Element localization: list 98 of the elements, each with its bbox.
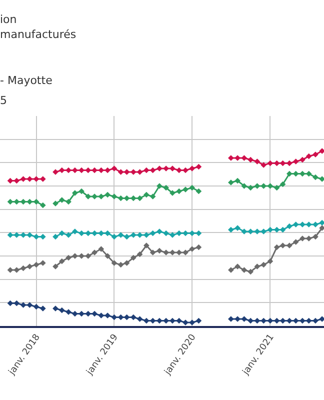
point — [260, 228, 267, 234]
point — [176, 188, 182, 194]
point — [104, 312, 110, 318]
point — [312, 234, 318, 240]
point — [78, 230, 84, 236]
point — [189, 166, 196, 172]
point — [58, 230, 65, 236]
point — [150, 230, 156, 236]
point — [66, 254, 72, 261]
point — [58, 307, 65, 314]
point — [292, 222, 299, 228]
point — [182, 230, 188, 236]
point — [118, 169, 124, 175]
point — [52, 234, 58, 240]
point — [228, 226, 234, 233]
point — [182, 167, 188, 174]
point — [163, 230, 169, 236]
point — [156, 248, 162, 254]
point — [241, 183, 248, 189]
point — [274, 244, 280, 250]
point — [319, 148, 324, 154]
point — [260, 162, 267, 168]
point — [143, 242, 150, 248]
point — [248, 156, 254, 163]
point — [292, 239, 299, 245]
point — [26, 264, 33, 270]
point — [274, 184, 280, 191]
point — [241, 155, 248, 161]
point — [58, 258, 65, 264]
point — [234, 178, 240, 184]
point — [150, 250, 156, 256]
point — [26, 302, 33, 308]
point — [85, 253, 92, 259]
point — [111, 194, 118, 200]
point — [241, 316, 248, 322]
point — [143, 192, 150, 198]
point — [72, 190, 78, 196]
point — [319, 176, 324, 182]
point — [312, 318, 318, 324]
point — [254, 158, 260, 164]
point — [111, 166, 118, 172]
point — [170, 318, 176, 324]
point — [78, 188, 84, 194]
point — [241, 267, 248, 273]
point — [78, 310, 84, 317]
point — [40, 202, 46, 208]
point — [189, 320, 196, 326]
point — [104, 192, 110, 198]
point — [319, 225, 324, 231]
point — [124, 260, 130, 266]
point — [280, 242, 286, 248]
point — [98, 194, 104, 200]
point — [111, 260, 118, 266]
point — [306, 153, 312, 160]
point — [20, 232, 26, 238]
point — [72, 228, 78, 234]
point — [189, 246, 196, 252]
point — [98, 246, 104, 252]
point — [92, 310, 98, 317]
point — [254, 264, 260, 270]
point — [92, 167, 98, 174]
point — [7, 232, 14, 238]
point — [124, 169, 130, 175]
text: ion — [0, 13, 17, 26]
point — [319, 220, 324, 226]
point — [260, 262, 267, 268]
point — [40, 306, 46, 312]
point — [66, 198, 72, 205]
point — [78, 167, 84, 174]
text: - Mayotte — [0, 74, 53, 87]
point — [163, 184, 169, 191]
point — [72, 253, 78, 259]
point — [286, 223, 292, 230]
point — [14, 267, 20, 273]
point — [92, 230, 98, 236]
point — [20, 176, 26, 182]
text: manufacturés — [0, 28, 76, 41]
point — [40, 260, 46, 266]
point — [118, 232, 124, 238]
point — [248, 268, 254, 275]
point — [319, 316, 324, 322]
point — [292, 158, 299, 164]
text: 5 — [0, 94, 7, 107]
point — [312, 174, 318, 180]
point — [26, 232, 33, 238]
point — [189, 184, 196, 191]
point — [58, 197, 65, 203]
point — [136, 316, 143, 322]
point — [130, 232, 136, 238]
point — [267, 183, 274, 189]
point — [248, 184, 254, 191]
point — [150, 194, 156, 200]
point — [33, 176, 40, 182]
point — [130, 254, 136, 261]
point — [300, 156, 306, 163]
point — [20, 302, 26, 308]
point — [104, 253, 110, 259]
point — [66, 167, 72, 174]
